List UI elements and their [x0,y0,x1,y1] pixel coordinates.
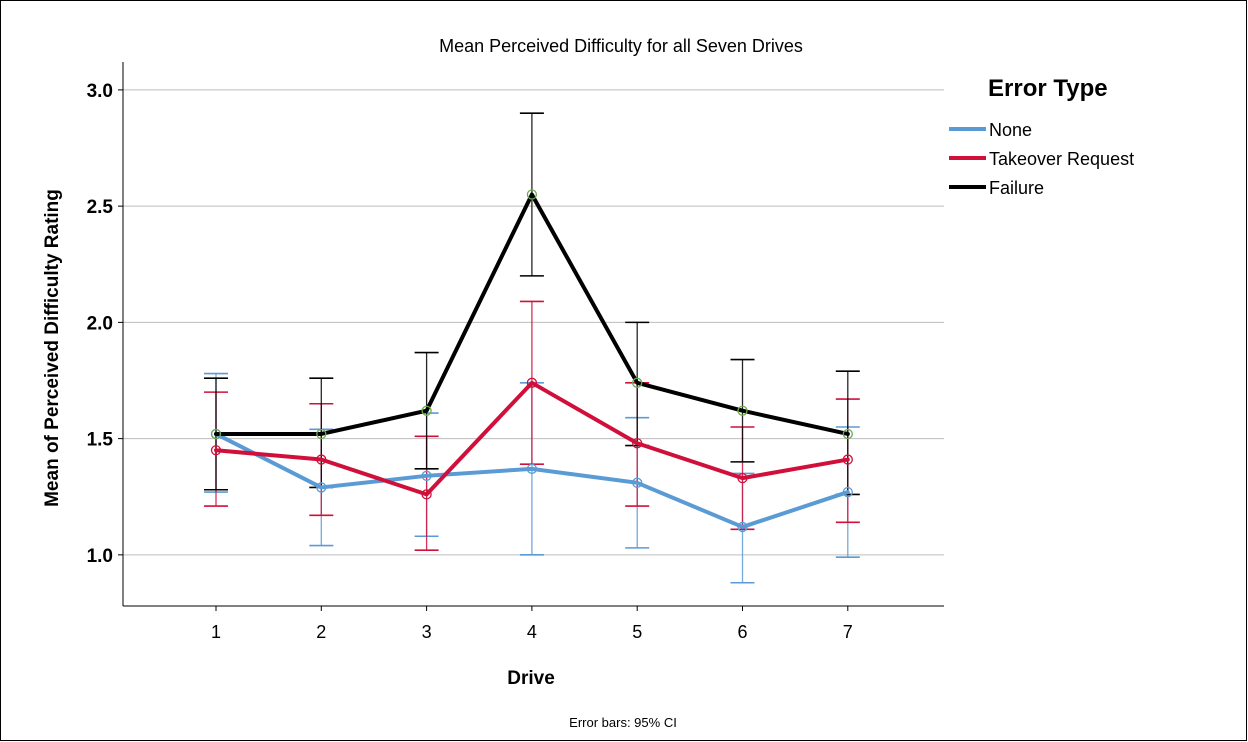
data-point-3 [421,470,432,481]
data-point-2 [316,428,327,440]
y-axis-ticks: 1.0 1.5 2.0 2.5 3.0 [87,81,123,567]
data-point-3 [421,405,432,416]
data-point-6 [737,521,748,533]
y-axis-label: Mean of Perceived Difficulty Rating [42,189,63,507]
legend-label-takeover-request: Takeover Request [989,149,1134,169]
error-bar-footnote: Error bars: 95% CI [569,715,677,730]
series-line-takeover-request [214,380,850,497]
x-tick-label-6: 6 [737,622,747,642]
x-tick-label-4: 4 [527,622,537,642]
x-tick-label-7: 7 [843,622,853,642]
series-line-none [214,431,850,529]
legend-label-none: None [989,120,1032,140]
y-tick-label-2: 2.0 [87,313,113,334]
markers-failure [210,189,853,440]
y-tick-label-1: 1.5 [87,430,114,451]
data-point-6 [737,472,748,484]
legend: None Takeover Request Failure [949,120,1134,198]
x-axis-ticks: 1 2 3 4 5 6 7 [211,606,853,642]
data-point-4 [526,377,538,388]
legend-title: Error Type [988,75,1108,102]
x-axis-label: Drive [507,668,555,689]
data-point-7 [842,486,853,498]
gridlines [123,89,944,556]
y-tick-label-3: 2.5 [87,197,114,218]
x-tick-label-5: 5 [632,622,642,642]
data-point-4 [526,189,538,200]
y-tick-label-0: 1.0 [87,546,113,567]
x-tick-label-2: 2 [316,622,326,642]
series-line-failure [214,192,850,436]
x-tick-label-1: 1 [211,622,221,642]
markers-takeover-request [210,377,853,500]
data-point-7 [842,454,853,465]
data-point-5 [632,438,643,449]
y-tick-label-4: 3.0 [87,81,113,102]
series-layer [204,112,860,584]
data-point-6 [737,405,748,416]
data-point-4 [526,463,538,474]
data-point-5 [632,377,643,388]
x-tick-label-3: 3 [422,622,432,642]
data-point-2 [316,482,327,493]
data-point-2 [316,454,327,465]
data-point-3 [421,489,432,500]
chart-title: Mean Perceived Difficulty for all Seven … [439,36,803,56]
data-point-1 [210,428,222,440]
data-point-1 [210,445,222,456]
data-point-7 [842,428,853,440]
data-point-5 [632,477,643,488]
legend-label-failure: Failure [989,178,1044,198]
